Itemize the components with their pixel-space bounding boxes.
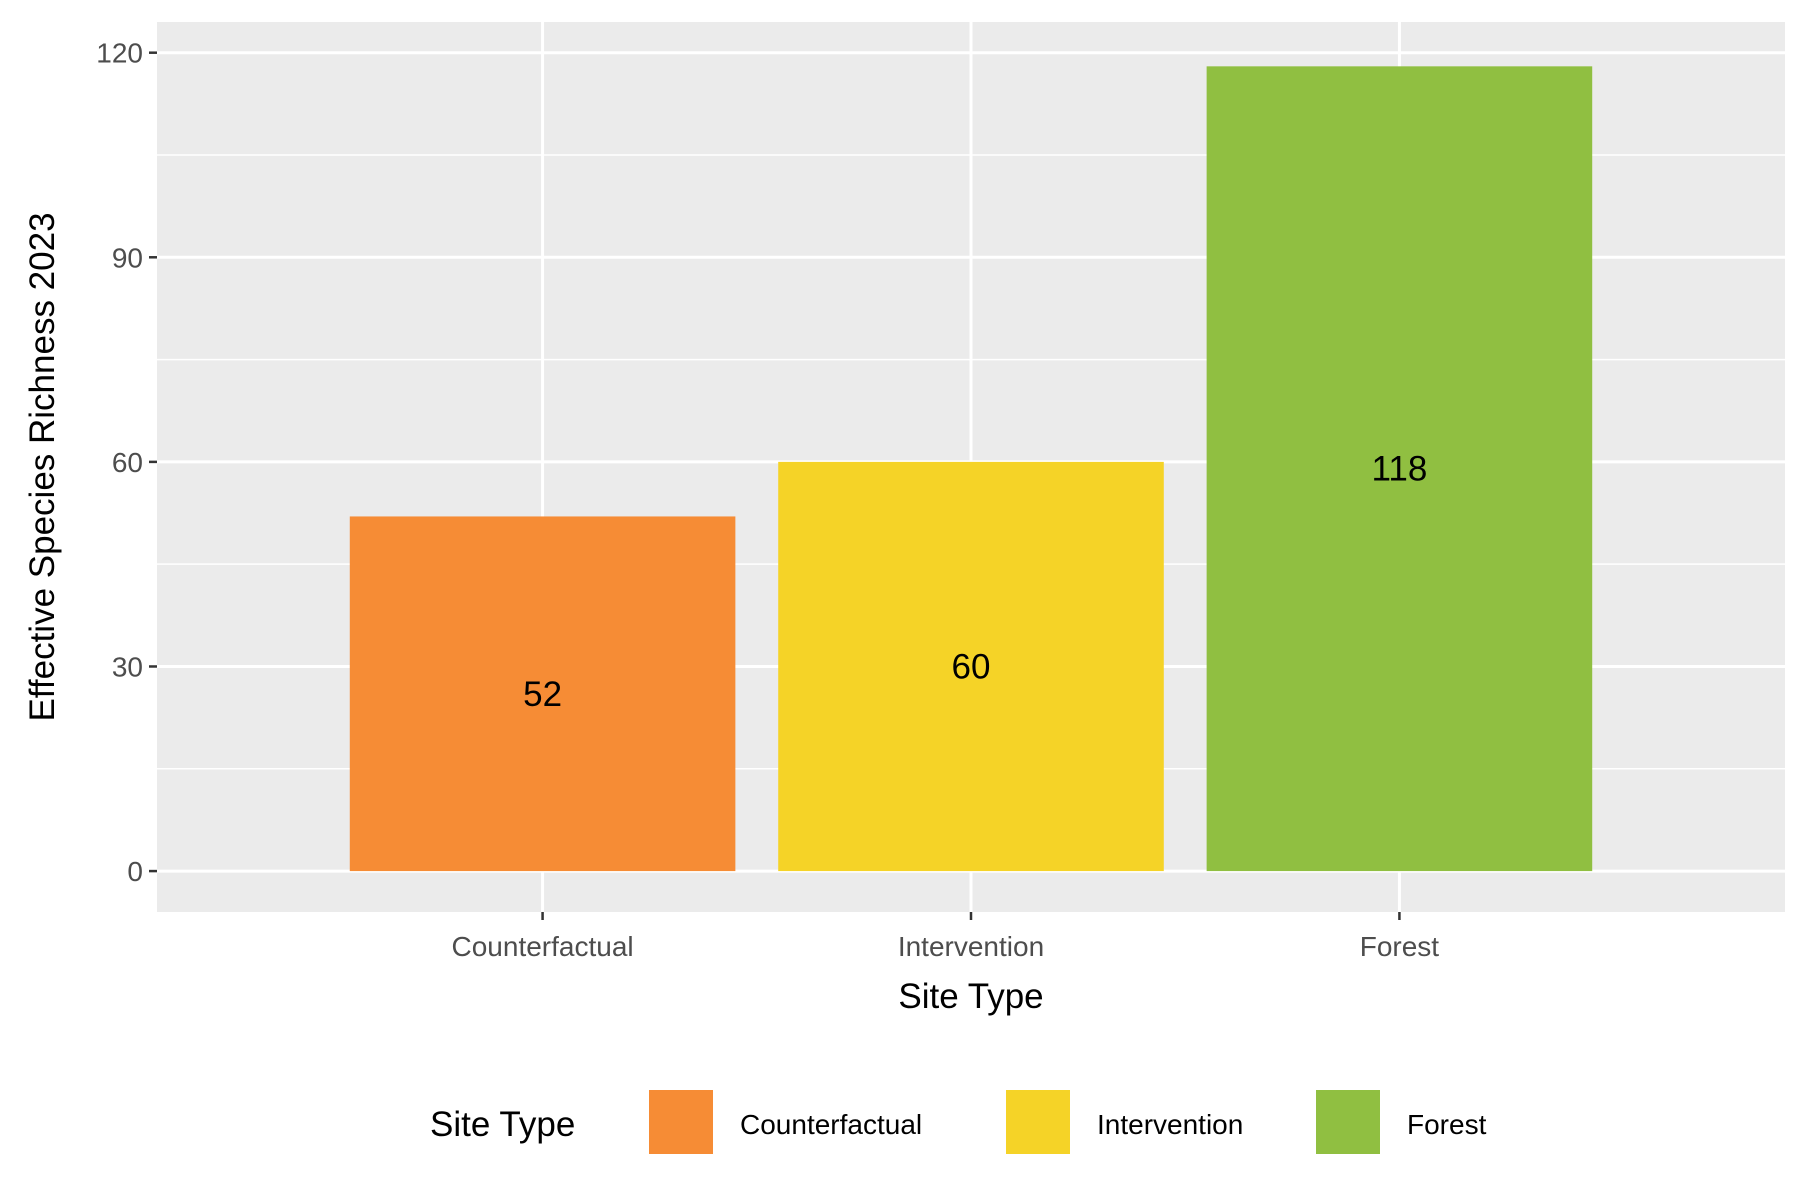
bar-forest [1206, 66, 1593, 872]
y-tick-label: 30 [112, 651, 143, 682]
x-axis: Counterfactual Intervention Forest [452, 912, 1440, 962]
y-axis-title: Effective Species Richness 2023 [23, 212, 62, 721]
bar-counterfactual [349, 516, 736, 872]
legend-key-counterfactual [647, 1088, 715, 1156]
x-tick-label: Intervention [898, 931, 1044, 962]
legend-key-intervention [1004, 1088, 1072, 1156]
legend-label: Counterfactual [740, 1109, 922, 1140]
legend-label: Intervention [1097, 1109, 1243, 1140]
y-tick-label: 0 [127, 856, 143, 887]
x-axis-title: Site Type [898, 977, 1043, 1016]
legend-label: Forest [1407, 1109, 1487, 1140]
y-tick-label: 90 [112, 242, 143, 273]
x-tick-label: Counterfactual [452, 931, 634, 962]
legend-title: Site Type [430, 1105, 575, 1144]
bars [349, 66, 1593, 872]
bar-value-label: 60 [952, 647, 991, 686]
legend-key-forest [1314, 1088, 1382, 1156]
y-tick-label: 120 [96, 38, 143, 69]
y-tick-label: 60 [112, 447, 143, 478]
bar-intervention [778, 461, 1164, 872]
legend: Site Type Counterfactual Intervention Fore… [430, 1088, 1487, 1156]
bar-labels: 52 60 118 [523, 450, 1427, 714]
bar-value-label: 118 [1372, 450, 1428, 489]
y-axis: 0 30 60 90 120 [96, 38, 157, 887]
bar-value-label: 52 [523, 675, 562, 714]
x-tick-label: Forest [1360, 931, 1440, 962]
